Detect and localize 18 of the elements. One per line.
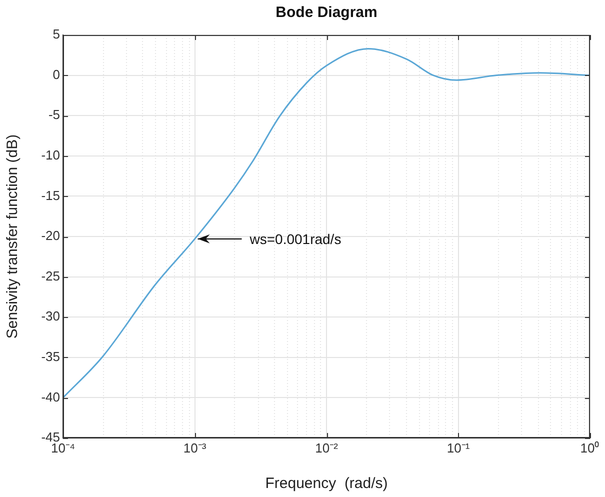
x-tick-label: 10⁻³ bbox=[183, 440, 207, 456]
y-tick-label: 5 bbox=[52, 26, 60, 42]
annotation: ws=0.001rad/s bbox=[248, 230, 342, 247]
y-tick-label: -40 bbox=[41, 389, 60, 404]
x-tick-label: 10⁻¹ bbox=[446, 440, 470, 456]
y-axis-title: Sensivity transfer function (dB) bbox=[4, 134, 22, 339]
x-axis-title: Frequency (rad/s) bbox=[265, 475, 388, 492]
y-tick-label: 0 bbox=[52, 66, 60, 82]
y-tick-label: -10 bbox=[41, 147, 60, 162]
y-tick-label: -15 bbox=[41, 188, 60, 203]
y-tick-label: -5 bbox=[48, 107, 60, 122]
x-tick-label: 10⁰ bbox=[580, 440, 600, 456]
chart-title: Bode Diagram bbox=[276, 4, 378, 22]
x-tick-label: 10⁻² bbox=[315, 440, 339, 456]
y-tick-label: -25 bbox=[41, 268, 60, 284]
y-tick-label: -20 bbox=[41, 228, 60, 244]
y-tick-label: -30 bbox=[41, 308, 60, 324]
y-tick-label: -35 bbox=[41, 348, 60, 364]
